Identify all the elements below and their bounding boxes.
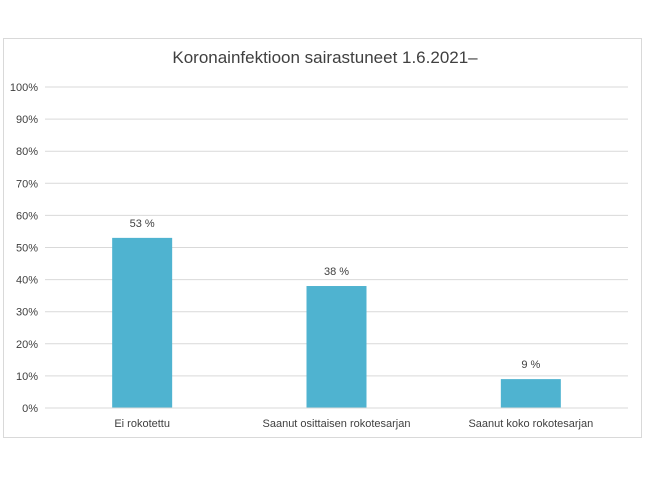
bar bbox=[112, 237, 173, 408]
y-tick-label: 30% bbox=[16, 307, 38, 319]
y-tick-label: 0% bbox=[22, 403, 38, 415]
y-tick-label: 100% bbox=[10, 82, 38, 94]
y-tick-label: 10% bbox=[16, 371, 38, 383]
data-label: 53 % bbox=[130, 218, 155, 230]
y-tick-label: 80% bbox=[16, 146, 38, 158]
data-label: 9 % bbox=[521, 359, 540, 371]
y-tick-label: 50% bbox=[16, 243, 38, 255]
y-tick-label: 40% bbox=[16, 275, 38, 287]
y-tick-label: 60% bbox=[16, 210, 38, 222]
bar bbox=[500, 379, 561, 408]
x-tick-label: Saanut koko rokotesarjan bbox=[468, 418, 593, 430]
y-tick-label: 70% bbox=[16, 178, 38, 190]
x-tick-label: Ei rokotettu bbox=[114, 418, 170, 430]
data-label: 38 % bbox=[324, 266, 349, 278]
chart-title: Koronainfektioon sairastuneet 1.6.2021– bbox=[172, 48, 478, 67]
y-tick-label: 20% bbox=[16, 339, 38, 351]
y-tick-label: 90% bbox=[16, 114, 38, 126]
bar bbox=[306, 286, 367, 408]
x-tick-label: Saanut osittaisen rokotesarjan bbox=[263, 418, 411, 430]
